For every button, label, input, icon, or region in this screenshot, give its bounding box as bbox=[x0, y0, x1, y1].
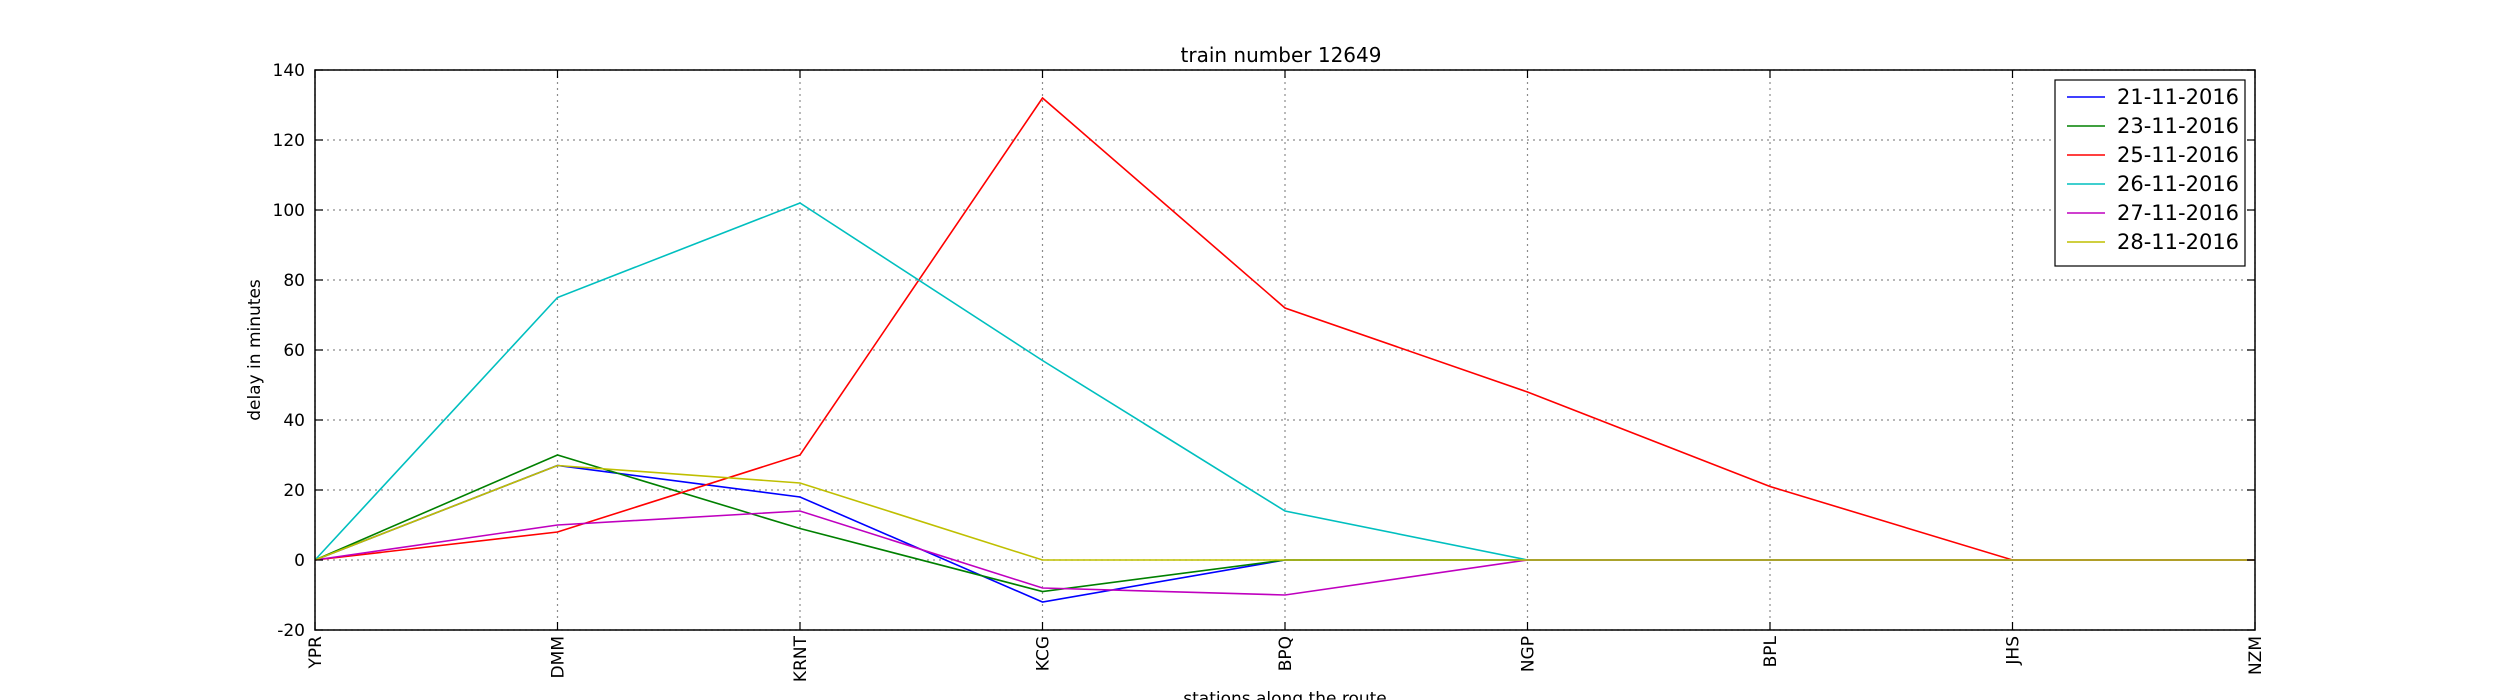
x-tick-label: YPR bbox=[306, 636, 326, 670]
y-tick-label: 100 bbox=[273, 201, 305, 221]
series-line bbox=[314, 464, 2255, 561]
y-tick-label: 40 bbox=[283, 411, 305, 431]
y-axis: -20 0 20 40 60 80 100 120 140 bbox=[273, 61, 2255, 641]
series-line bbox=[314, 96, 2255, 561]
x-tick-label: NZM bbox=[2246, 636, 2266, 675]
y-tick-label: 140 bbox=[273, 61, 305, 81]
x-tick-label: BPL bbox=[1761, 635, 1781, 667]
x-tick-label: DMM bbox=[549, 636, 569, 678]
y-tick-label: 120 bbox=[273, 131, 305, 151]
y-axis-label: delay in minutes bbox=[245, 279, 265, 421]
x-tick-label: NGP bbox=[1519, 636, 1539, 672]
y-tick-label: -20 bbox=[277, 621, 305, 641]
x-tick-label: BPQ bbox=[1276, 636, 1296, 671]
legend-label: 27-11-2016 bbox=[2117, 201, 2239, 225]
legend-frame bbox=[2054, 79, 2246, 267]
legend: 21-11-2016 23-11-2016 25-11-2016 26-11-2016… bbox=[2054, 79, 2246, 267]
y-tick-label: 80 bbox=[283, 271, 305, 291]
x-tick-label: JHS bbox=[2004, 636, 2024, 666]
x-axis-label: stations along the route bbox=[1183, 689, 1387, 700]
series-lines bbox=[314, 96, 2255, 603]
x-axis: YPR DMM KRNT KCG BPQ NGP BPL JHS NZM bbox=[306, 70, 2266, 682]
y-tick-label: 20 bbox=[283, 481, 305, 501]
legend-label: 21-11-2016 bbox=[2117, 85, 2239, 109]
legend-label: 25-11-2016 bbox=[2117, 143, 2239, 167]
x-tick-label: KCG bbox=[1034, 636, 1054, 671]
legend-label: 28-11-2016 bbox=[2117, 230, 2239, 254]
y-tick-label: 60 bbox=[283, 341, 305, 361]
chart-title: train number 12649 bbox=[1181, 43, 1382, 67]
legend-label: 23-11-2016 bbox=[2117, 114, 2239, 138]
y-tick-label: 0 bbox=[294, 551, 305, 571]
legend-label: 26-11-2016 bbox=[2117, 172, 2239, 196]
x-tick-label: KRNT bbox=[791, 635, 811, 682]
